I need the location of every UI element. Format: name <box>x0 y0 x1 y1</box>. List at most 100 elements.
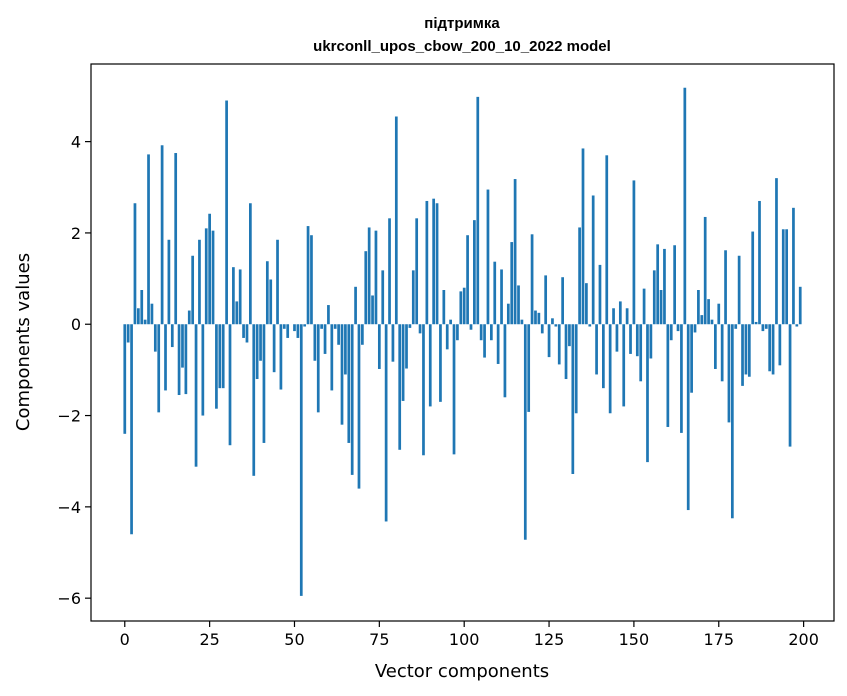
bar-51 <box>296 324 300 338</box>
x-tick-label: 25 <box>199 630 219 649</box>
bar-184 <box>747 324 751 377</box>
bar-66 <box>347 324 351 443</box>
bar-117 <box>520 319 524 325</box>
bar-169 <box>697 290 700 325</box>
x-axis-label: Vector components <box>375 661 549 682</box>
x-tick-label: 200 <box>788 630 819 649</box>
bar-145 <box>615 324 619 352</box>
bar-50 <box>293 324 296 332</box>
bars <box>123 87 802 596</box>
bar-63 <box>337 324 340 345</box>
y-axis-label: Components values <box>13 253 34 431</box>
bar-130 <box>564 324 568 380</box>
bar-188 <box>761 324 765 332</box>
bar-142 <box>605 155 609 325</box>
bar-93 <box>439 324 442 402</box>
bar-46 <box>279 324 283 390</box>
bar-193 <box>778 324 782 366</box>
bar-170 <box>700 315 704 325</box>
y-tick-label: −6 <box>57 589 81 608</box>
bar-168 <box>693 324 697 333</box>
bar-132 <box>571 324 575 474</box>
bar-96 <box>449 319 452 325</box>
bar-151 <box>635 324 639 357</box>
bar-102 <box>469 324 473 330</box>
bar-24 <box>204 228 208 325</box>
bar-23 <box>201 324 205 416</box>
bar-155 <box>649 324 653 359</box>
bar-74 <box>374 230 378 325</box>
bar-152 <box>639 324 643 382</box>
bar-38 <box>252 324 256 476</box>
bar-98 <box>456 324 459 341</box>
bar-84 <box>408 324 412 328</box>
bar-40 <box>259 324 262 361</box>
bar-176 <box>720 324 724 382</box>
bar-144 <box>612 308 615 325</box>
bar-119 <box>527 324 531 412</box>
bar-114 <box>510 242 514 325</box>
bar-131 <box>568 324 571 347</box>
bar-111 <box>500 269 503 325</box>
y-axis: −6 −4 −2 0 2 4 <box>57 133 91 608</box>
bar-136 <box>585 283 588 325</box>
bar-81 <box>398 324 402 450</box>
bar-147 <box>622 324 626 407</box>
y-tick-label: −2 <box>57 407 81 426</box>
bar-126 <box>551 318 554 325</box>
bar-59 <box>323 324 327 354</box>
bar-69 <box>357 324 361 489</box>
bar-163 <box>676 324 680 332</box>
bar-180 <box>734 324 738 329</box>
bar-115 <box>513 179 517 325</box>
bar-129 <box>561 277 564 325</box>
bar-77 <box>384 324 388 522</box>
bar-162 <box>673 245 676 325</box>
bar-101 <box>466 235 469 325</box>
bar-11 <box>160 145 164 325</box>
bar-161 <box>669 324 673 341</box>
bar-175 <box>717 303 721 325</box>
bar-42 <box>265 261 269 325</box>
x-tick-label: 150 <box>619 630 650 649</box>
bar-2 <box>130 324 133 535</box>
bar-5 <box>140 290 144 325</box>
bar-21 <box>194 324 198 467</box>
bar-88 <box>422 324 425 456</box>
bar-3 <box>133 203 137 325</box>
bar-57 <box>316 324 320 413</box>
bar-141 <box>602 324 605 389</box>
bar-9 <box>153 324 157 352</box>
bar-31 <box>228 324 232 446</box>
bar-33 <box>235 301 239 325</box>
bar-61 <box>330 324 334 391</box>
bar-32 <box>232 267 235 325</box>
bar-15 <box>174 153 178 325</box>
bar-124 <box>544 275 548 325</box>
bar-48 <box>286 324 290 338</box>
chart-title: підтримка <box>424 15 500 32</box>
bar-35 <box>242 324 245 338</box>
bar-41 <box>262 324 266 443</box>
bar-75 <box>377 324 381 369</box>
bar-106 <box>483 324 486 358</box>
bar-172 <box>707 299 710 325</box>
bar-86 <box>415 218 419 325</box>
bar-12 <box>164 324 167 391</box>
bar-1 <box>126 324 130 343</box>
bar-190 <box>768 324 772 372</box>
bar-104 <box>476 96 480 325</box>
bar-154 <box>646 324 649 463</box>
bar-53 <box>303 324 307 327</box>
bar-135 <box>581 148 585 325</box>
bar-179 <box>730 324 734 519</box>
bar-39 <box>255 324 259 380</box>
bar-97 <box>452 324 456 455</box>
bar-18 <box>184 324 188 395</box>
bar-37 <box>249 203 252 325</box>
x-tick-label: 50 <box>284 630 304 649</box>
bar-108 <box>489 324 493 341</box>
bar-10 <box>157 324 161 413</box>
bar-122 <box>537 312 541 325</box>
bar-89 <box>425 200 429 325</box>
